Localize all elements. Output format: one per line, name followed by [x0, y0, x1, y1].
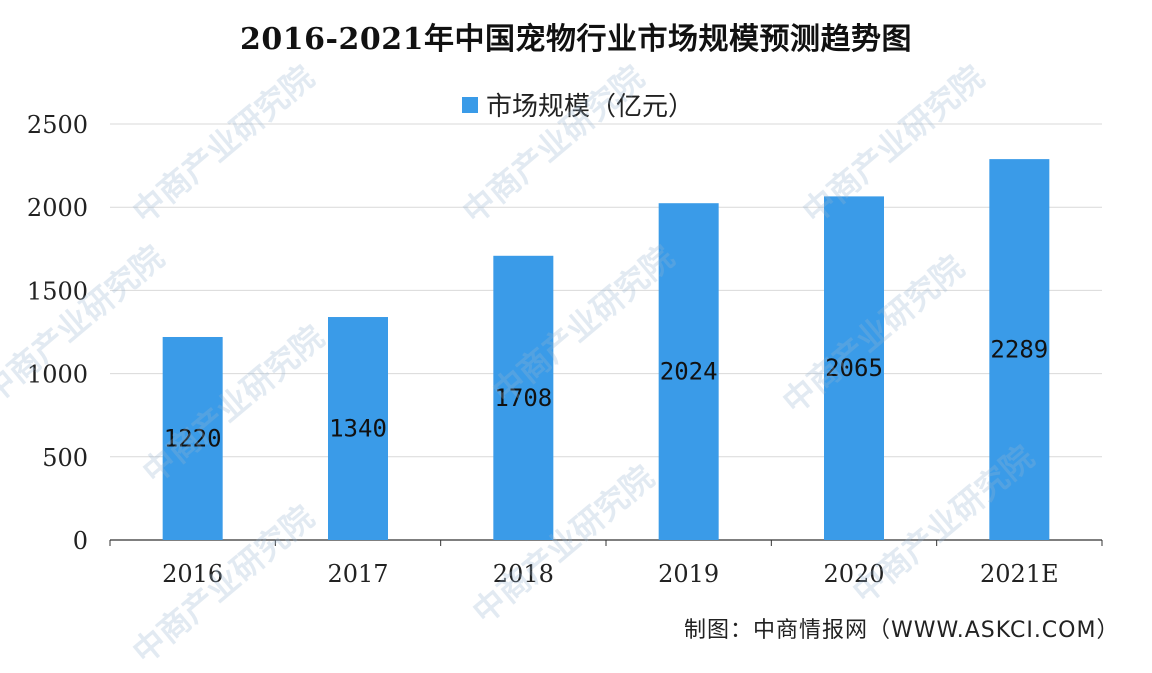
- x-tick-label: 2021E: [980, 560, 1059, 588]
- y-tick-label: 1000: [27, 361, 88, 389]
- legend-swatch: [462, 96, 478, 113]
- data-label: 2065: [825, 354, 883, 382]
- data-label: 2289: [990, 336, 1048, 364]
- bar: [328, 317, 388, 540]
- y-tick-label: 1500: [27, 277, 88, 305]
- x-tick-label: 2018: [493, 560, 554, 588]
- bar: [824, 196, 884, 540]
- legend-label: 市场规模（亿元）: [486, 92, 695, 122]
- data-label: 1220: [164, 424, 222, 452]
- y-tick-label: 500: [42, 444, 88, 472]
- x-tick-label: 2019: [658, 560, 719, 588]
- x-tick-label: 2016: [162, 560, 223, 588]
- data-label: 2024: [660, 358, 718, 386]
- data-label: 1708: [494, 384, 552, 412]
- data-label: 1340: [329, 415, 387, 443]
- legend: 市场规模（亿元）: [462, 86, 694, 123]
- bar: [162, 336, 223, 540]
- chart-title: 2016-2021年中国宠物行业市场规模预测趋势图: [240, 22, 912, 57]
- x-tick-label: 2020: [823, 560, 884, 588]
- bar-chart: 0 500 1000 1500 2000 2500 1220 2016 1340 2017 1708…: [27, 111, 1103, 588]
- bar: [989, 159, 1050, 540]
- y-tick-label: 0: [73, 527, 88, 555]
- y-tick-label: 2500: [27, 111, 88, 139]
- bar: [493, 255, 554, 540]
- source-note: 制图：中商情报网（WWW.ASKCI.COM）: [684, 618, 1120, 643]
- y-tick-label: 2000: [27, 194, 88, 222]
- bar: [658, 203, 719, 540]
- x-tick-label: 2017: [327, 560, 388, 588]
